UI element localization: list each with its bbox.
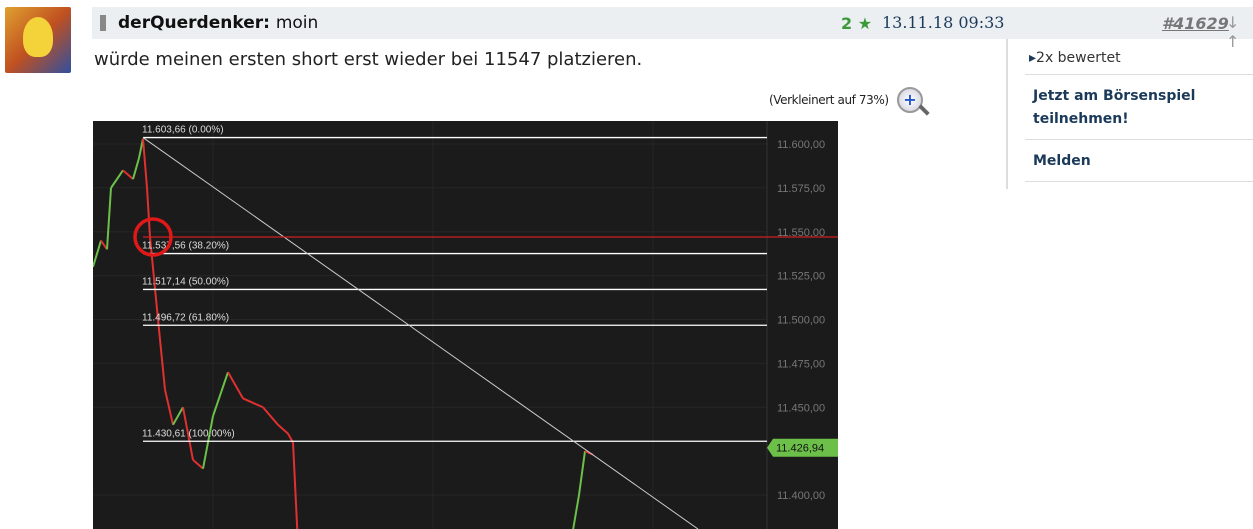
zoom-in-icon[interactable]: + (897, 87, 923, 113)
rating-count: 2 ★ (841, 14, 873, 33)
price-segment (172, 406, 184, 426)
price-segment (182, 407, 194, 461)
y-tick-label: 11.600,00 (777, 139, 825, 151)
price-segment (572, 494, 580, 529)
fib-level-label: 11.430,61 (100.00%) (142, 428, 235, 439)
price-segment (100, 239, 108, 250)
price-segment (106, 187, 112, 250)
sidebar-item-boersenspiel[interactable]: Jetzt am Börsenspiel teilnehmen! (1025, 75, 1253, 140)
y-tick-label: 11.475,00 (777, 358, 825, 370)
image-scale-note: (Verkleinert auf 73%) (769, 93, 889, 107)
price-segment (110, 169, 124, 189)
price-segment (212, 371, 229, 417)
avatar[interactable] (5, 7, 71, 73)
sidebar-divider (1006, 39, 1008, 189)
avatar-face (23, 17, 53, 57)
post-handle-icon (100, 15, 106, 31)
price-segment (142, 138, 148, 188)
price-segment (146, 187, 151, 238)
trend-line (142, 137, 699, 529)
price-segment (149, 236, 159, 320)
arrow-down-icon[interactable]: ↓ (1226, 13, 1240, 32)
post-body: würde meinen ersten short erst wieder be… (94, 49, 643, 70)
price-segment (157, 319, 166, 390)
price-segment (242, 397, 264, 409)
post-header: derQuerdenker: moin 2 ★ 13.11.18 09:33 #… (92, 7, 1253, 51)
fib-level-label: 11.603,66 (0.00%) (142, 125, 224, 136)
fib-level-label: 11.537,56 (38.20%) (142, 241, 229, 252)
y-tick-label: 11.450,00 (777, 402, 825, 414)
price-segment (93, 240, 102, 268)
y-tick-label: 11.400,00 (777, 490, 825, 502)
post-subject: moin (275, 13, 319, 33)
y-tick-label: 11.575,00 (777, 183, 825, 195)
price-segment (262, 406, 279, 426)
price-segment (192, 459, 204, 470)
post-sidebar: 2x bewertet Jetzt am Börsenspiel teilneh… (1025, 40, 1253, 182)
price-segment (277, 424, 289, 435)
price-segment (227, 371, 244, 399)
sidebar-item-melden[interactable]: Melden (1025, 140, 1253, 182)
sidebar-item-rated[interactable]: 2x bewertet (1025, 40, 1253, 75)
price-segment (292, 442, 299, 529)
post-number-link[interactable]: #41629 (1162, 14, 1229, 33)
post-date: 13.11.18 09:33 (882, 13, 1005, 32)
price-segment (578, 450, 586, 496)
author-name[interactable]: derQuerdenker: (118, 13, 270, 33)
star-icon: ★ (857, 14, 873, 33)
price-segment (122, 169, 134, 180)
chart-image[interactable]: 11.600,00 11.575,00 11.550,00 11.525,00 11.5… (93, 121, 838, 529)
fib-level-label: 11.496,72 (61.80%) (142, 312, 229, 323)
price-segment (202, 415, 214, 469)
price-segment (164, 389, 174, 426)
fib-level-label: 11.517,14 (50.00%) (142, 276, 229, 287)
y-tick-label: 11.550,00 (777, 227, 825, 239)
highlight-circle (133, 217, 173, 257)
y-tick-label: 11.525,00 (777, 271, 825, 283)
last-price-tag (767, 438, 838, 457)
price-segment (132, 157, 140, 180)
post-title: derQuerdenker: moin (118, 13, 318, 33)
last-price-label: 11.426,94 (776, 443, 824, 455)
y-tick-label: 11.500,00 (777, 315, 825, 327)
price-chart: 11.600,00 11.575,00 11.550,00 11.525,00 11.5… (93, 121, 838, 529)
